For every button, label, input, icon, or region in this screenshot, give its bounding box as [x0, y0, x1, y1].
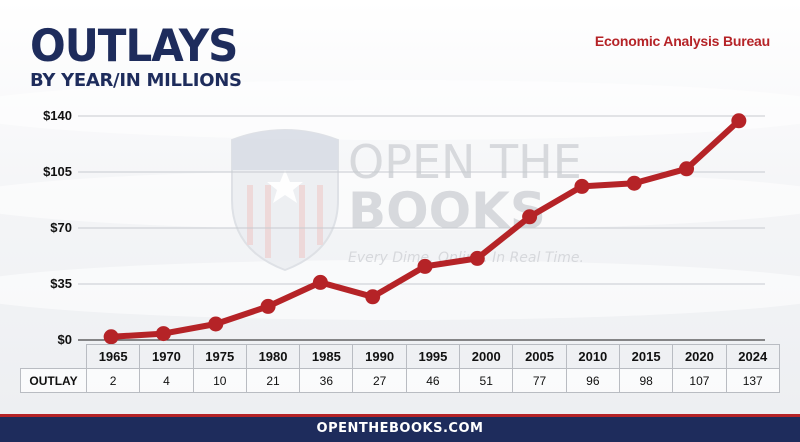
year-row: 1965 1970 1975 1980 1985 1990 1995 2000 2005 2010…: [20, 344, 780, 369]
x-tick-label: 1965: [85, 344, 141, 369]
data-point: [469, 250, 485, 266]
data-label: 2: [85, 368, 141, 393]
data-label: 77: [512, 368, 567, 393]
x-tick-label: 1995: [405, 344, 461, 369]
x-tick-label: 2020: [672, 344, 727, 369]
x-tick-label: 1975: [192, 344, 247, 369]
watermark-line2: BOOKS: [348, 182, 546, 240]
x-tick-label: 1985: [299, 344, 354, 369]
source-label: Economic Analysis Bureau: [594, 33, 770, 49]
series-outlay: [103, 113, 747, 345]
flag-shield-icon: [231, 129, 339, 272]
data-point: [208, 316, 224, 332]
x-tick-label: 2005: [512, 344, 567, 369]
data-label: 46: [405, 368, 461, 393]
x-tick-label: 2000: [459, 344, 514, 369]
data-label: 36: [299, 368, 354, 393]
data-point: [731, 113, 747, 129]
data-label: 27: [352, 368, 407, 393]
data-label: 51: [459, 368, 514, 393]
x-tick-label: 1970: [139, 344, 194, 369]
x-tick-label: 1980: [245, 344, 301, 369]
x-tick-label: 2010: [565, 344, 620, 369]
data-point: [103, 329, 119, 345]
gridlines: [78, 115, 765, 341]
y-tick-label: $35: [50, 276, 72, 291]
watermark-line1: OPEN THE: [348, 135, 582, 189]
x-tick-label: 2015: [618, 344, 674, 369]
data-label: 137: [725, 368, 780, 393]
data-point: [260, 298, 276, 314]
table-corner: [20, 344, 87, 369]
data-point: [312, 274, 328, 290]
data-point: [522, 209, 538, 225]
data-point: [365, 289, 381, 305]
data-point: [679, 161, 695, 177]
data-point: [417, 258, 433, 274]
data-label: 96: [565, 368, 620, 393]
footer: OPENTHEBOOKS.COM: [0, 414, 800, 442]
data-point: [626, 175, 642, 191]
footer-link[interactable]: OPENTHEBOOKS.COM: [316, 421, 484, 436]
y-axis-ticks: $0 $35 $70 $105 $140: [43, 108, 72, 347]
y-tick-label: $70: [50, 220, 72, 235]
row-label: OUTLAY: [20, 368, 87, 393]
data-label: 4: [139, 368, 194, 393]
value-row: OUTLAY 2 4 10 21 36 27 46 51 77 96 98 107 137: [20, 368, 780, 393]
data-label: 10: [192, 368, 247, 393]
y-tick-label: $140: [43, 108, 72, 123]
x-tick-label: 1990: [352, 344, 407, 369]
data-table: 1965 1970 1975 1980 1985 1990 1995 2000 2005 2010…: [20, 344, 780, 393]
x-tick-label: 2024: [725, 344, 780, 369]
data-label: 98: [618, 368, 674, 393]
y-tick-label: $0: [58, 332, 72, 347]
data-point: [155, 326, 171, 342]
page-title: OUTLAYS: [30, 19, 238, 72]
y-tick-label: $105: [43, 164, 72, 179]
data-label: 107: [672, 368, 727, 393]
data-label: 21: [245, 368, 301, 393]
data-point: [574, 178, 590, 194]
title-block: OUTLAYS BY YEAR/IN MILLIONS: [30, 19, 242, 91]
page-subtitle: BY YEAR/IN MILLIONS: [30, 70, 242, 91]
watermark: OPEN THE BOOKS Every Dime. Online. In Re…: [231, 129, 584, 272]
